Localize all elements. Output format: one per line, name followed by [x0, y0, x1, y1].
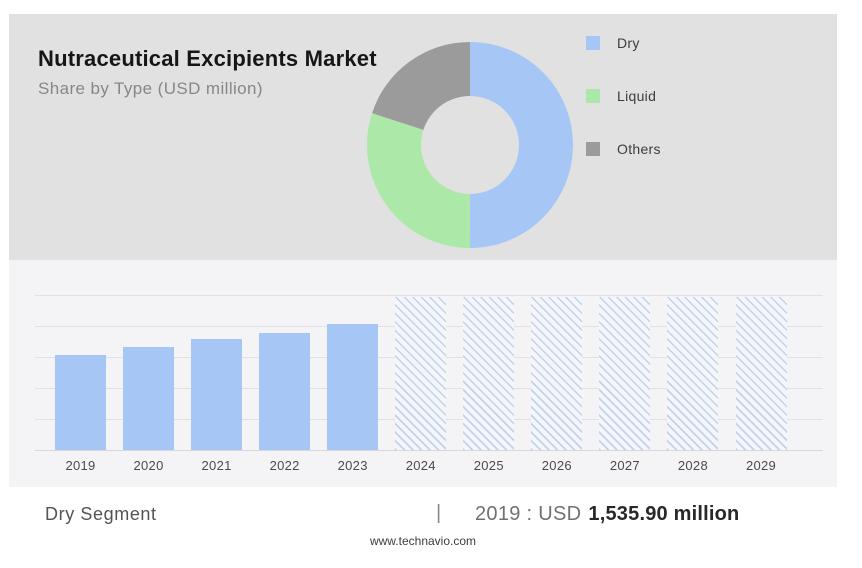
legend-label: Liquid [617, 88, 657, 104]
x-axis-label-2020: 2020 [133, 458, 164, 473]
donut-slice-dry [470, 42, 573, 248]
donut-slice-liquid [367, 113, 470, 248]
bar-2022 [259, 332, 311, 450]
bar-2026 [531, 297, 583, 450]
donut-legend: Dry Liquid Others [586, 35, 661, 157]
x-axis-label-2025: 2025 [473, 458, 504, 473]
legend-item-liquid: Liquid [586, 88, 661, 104]
segment-value-line: 2019 : USD 1,535.90 million [475, 503, 739, 526]
donut-chart [367, 42, 573, 248]
bar-2025 [463, 297, 515, 450]
separator-bar: | [436, 502, 442, 524]
x-axis-label-2022: 2022 [269, 458, 300, 473]
bar-2020 [123, 347, 175, 450]
footer: Dry Segment | 2019 : USD 1,535.90 million… [9, 487, 837, 568]
segment-label: Dry Segment [45, 504, 157, 524]
bar-2019 [55, 354, 106, 450]
gridline-2500 [35, 295, 823, 296]
gridline-0 [35, 450, 823, 451]
x-axis-label-2029: 2029 [745, 458, 777, 473]
bar-chart-panel: 2019 2020 2021 2022 2023 2024 2025 2026 2027 2028… [9, 260, 837, 487]
legend-item-others: Others [586, 141, 661, 157]
page-subtitle: Share by Type (USD million) [38, 79, 263, 98]
legend-swatch-others-icon [586, 142, 600, 156]
x-axis-label-2026: 2026 [541, 458, 572, 473]
x-axis-label-2019: 2019 [65, 458, 96, 473]
x-axis-label-2028: 2028 [677, 458, 708, 473]
donut-slice-others [372, 42, 470, 130]
bar-2027 [599, 297, 651, 450]
x-axis-label-2021: 2021 [201, 458, 232, 473]
share-panel: Nutraceutical Excipients Market Share by… [9, 14, 837, 260]
legend-label: Others [617, 141, 661, 157]
legend-item-dry: Dry [586, 35, 661, 51]
bar-2023 [327, 323, 379, 450]
x-axis-label-2024: 2024 [405, 458, 436, 473]
legend-swatch-dry-icon [586, 36, 600, 50]
title-block: Nutraceutical Excipients Market Share by… [38, 46, 377, 99]
value-prefix: 2019 : USD [475, 503, 582, 525]
x-axis-label-2023: 2023 [337, 458, 368, 473]
page-title: Nutraceutical Excipients Market [38, 46, 377, 71]
value-bold: 1,535.90 million [588, 503, 740, 525]
x-axis-label-2027: 2027 [609, 458, 640, 473]
bar-2024 [395, 297, 447, 450]
bar-2028 [667, 297, 719, 450]
legend-swatch-liquid-icon [586, 89, 600, 103]
bar-2021 [191, 339, 243, 450]
bar-chart: 2019 2020 2021 2022 2023 2024 2025 2026 2027 2028… [9, 260, 837, 487]
bar-2029 [735, 297, 787, 450]
legend-label: Dry [617, 35, 640, 51]
watermark: www.technavio.com [369, 534, 477, 548]
